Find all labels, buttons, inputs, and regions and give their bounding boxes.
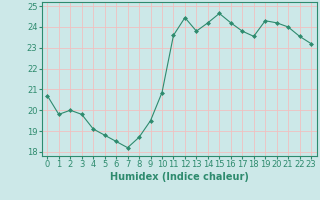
X-axis label: Humidex (Indice chaleur): Humidex (Indice chaleur) [110,172,249,182]
